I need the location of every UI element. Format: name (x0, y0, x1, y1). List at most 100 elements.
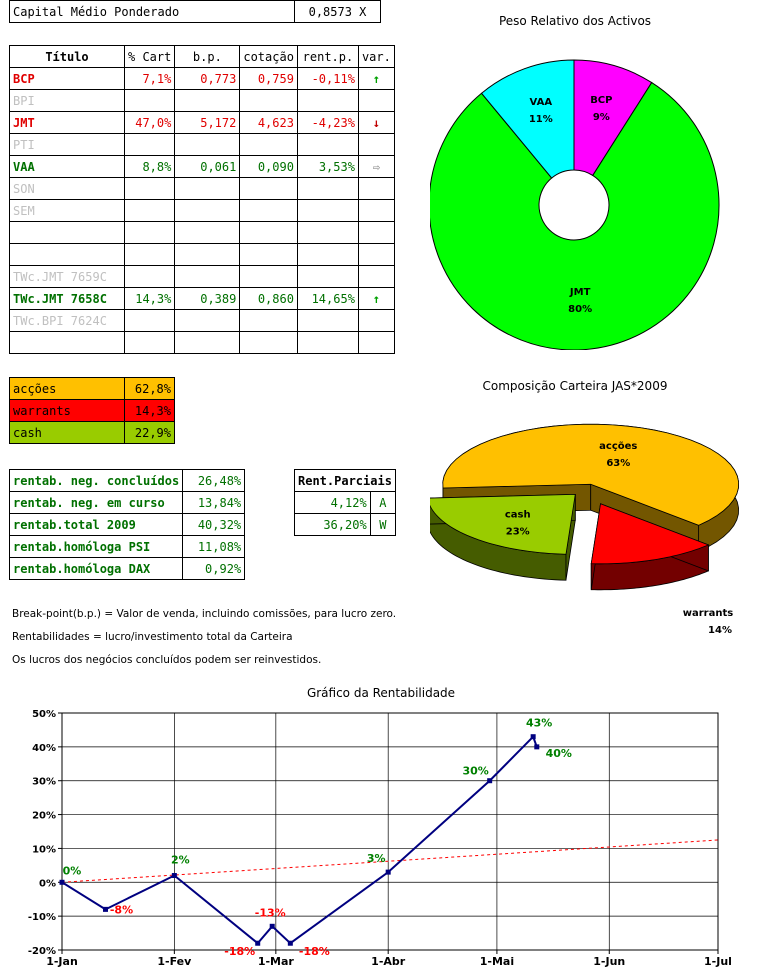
x-tick-label: 1-Mai (480, 955, 514, 968)
note-breakpoint: Break-point(b.p.) = Valor de venda, incl… (12, 608, 397, 620)
pie1-label: VAA (530, 97, 553, 108)
rent-parciais-row: 4,12% A (294, 491, 396, 514)
y-tick-label: 20% (32, 811, 56, 822)
cell-rent (296, 133, 359, 156)
x-tick-label: 1-Abr (371, 955, 406, 968)
cell-var (357, 133, 395, 156)
cell-titulo: SON (9, 177, 125, 200)
trend-line (61, 839, 719, 883)
cell-bp: 0,773 (174, 67, 241, 90)
data-point (534, 744, 540, 750)
composition-row: cash 22,9% (9, 421, 175, 444)
data-label: 43% (526, 717, 552, 730)
cell-pct: 8,8% (123, 155, 176, 178)
data-label: -8% (110, 903, 133, 916)
cell-var (357, 265, 395, 288)
cell-titulo: TWc.JMT 7659C (9, 265, 125, 288)
portfolio-row: JMT 47,0% 5,172 4,623 -4,23% ↓ (9, 111, 395, 134)
data-label: 2% (171, 854, 190, 867)
cell-bp (174, 133, 241, 156)
data-label: 3% (367, 852, 386, 865)
cell-var (357, 309, 395, 332)
data-label: -18% (299, 945, 330, 958)
cell-bp (174, 243, 241, 266)
cell-bp (174, 221, 241, 244)
x-tick-label: 1-Mar (258, 955, 295, 968)
data-point (530, 734, 536, 740)
portfolio-row: TWc.BPI 7624C (9, 309, 395, 332)
rentab-row: rentab.homóloga PSI 11,08% (8, 535, 246, 558)
cell-pct: 7,1% (123, 67, 176, 90)
line-title: Gráfico da Rentabilidade (306, 686, 456, 700)
rentab-row: rentab.homóloga DAX 0,92% (8, 557, 246, 580)
y-tick-label: 0% (39, 878, 56, 889)
pie2-slice-cash (430, 493, 576, 581)
composition-row: warrants 14,3% (9, 399, 175, 422)
portfolio-row: TWc.JMT 7658C 14,3% 0,389 0,860 14,65% ↑ (9, 287, 395, 310)
cell-pct (123, 331, 176, 354)
data-point (487, 778, 493, 784)
rent-parciais-value: 36,20% (294, 513, 371, 536)
y-tick-label: 30% (32, 777, 56, 788)
portfolio-row: TWc.JMT 7659C (9, 265, 395, 288)
rentabilidade-line (61, 734, 538, 945)
data-point (102, 906, 108, 912)
note-rentabilidades: Rentabilidades = lucro/investimento tota… (12, 631, 293, 643)
pie1-value-label: 11% (529, 114, 553, 125)
pie2-label: warrants (683, 608, 733, 619)
pie1-slice-vaa (480, 59, 575, 179)
composition-table: acções 62,8% warrants 14,3% cash 22,9% (9, 377, 175, 444)
rentab-value: 0,92% (182, 557, 246, 580)
cell-cotacao (239, 177, 298, 200)
capital-value: 0,8573 X (294, 0, 381, 23)
rent-parciais-table: Rent.Parciais 4,12% A 36,20% W (294, 469, 396, 536)
cell-titulo: TWc.BPI 7624C (9, 309, 125, 332)
cell-rent (296, 309, 359, 332)
cell-var: ⇨ (357, 155, 395, 178)
composition-label: acções (9, 377, 125, 400)
cell-titulo: VAA (9, 155, 125, 178)
cell-cotacao: 0,759 (239, 67, 298, 90)
pie2-title: Composição Carteira JAS*2009 (482, 379, 668, 393)
pie1-title: Peso Relativo dos Activos (498, 14, 652, 28)
col-bp: b.p. (174, 45, 241, 68)
cell-bp: 0,389 (174, 287, 241, 310)
cell-rent (296, 221, 359, 244)
x-tick-label: 1-Fev (157, 955, 192, 968)
pie1-value-label: 9% (593, 112, 610, 123)
cell-pct (123, 265, 176, 288)
cell-pct (123, 177, 176, 200)
x-tick-label: 1-Jul (704, 955, 732, 968)
capital-label: Capital Médio Ponderado (9, 0, 295, 23)
rentab-label: rentab.total 2009 (8, 513, 184, 536)
composition-label: warrants (9, 399, 125, 422)
cell-titulo (9, 331, 125, 354)
composition-value: 14,3% (124, 399, 175, 422)
rentab-label: rentab.homóloga PSI (8, 535, 184, 558)
portfolio-header-row: Título % Cart b.p. cotação rent.p. var. (9, 45, 395, 68)
cell-rent: 14,65% (296, 287, 359, 310)
cell-var (357, 199, 395, 222)
cell-cotacao: 0,090 (239, 155, 298, 178)
rent-parciais-code: W (369, 513, 396, 536)
portfolio-row (9, 331, 395, 354)
x-tick-label: 1-Jun (593, 955, 625, 968)
pie2-value-label: 63% (606, 458, 630, 469)
data-label: -13% (255, 906, 286, 919)
cell-bp (174, 177, 241, 200)
data-point (287, 940, 293, 946)
rentab-label: rentab. neg. em curso (8, 491, 184, 514)
rentab-row: rentab. neg. em curso 13,84% (8, 491, 246, 514)
pie2-chart: acções 63% warrants 14% cash 23% (430, 423, 740, 636)
cell-titulo (9, 243, 125, 266)
pie1-chart: BCP 9% JMT 80% VAA 11% (430, 59, 720, 350)
rentab-label: rentab. neg. concluídos (8, 469, 184, 492)
portfolio-row (9, 221, 395, 244)
plot-area (61, 712, 719, 951)
cell-var: ↑ (357, 287, 395, 310)
composition-row: acções 62,8% (9, 377, 175, 400)
cell-pct: 47,0% (123, 111, 176, 134)
pie1-label: JMT (569, 287, 591, 298)
y-tick-label: 40% (32, 743, 56, 754)
cell-cotacao: 0,860 (239, 287, 298, 310)
